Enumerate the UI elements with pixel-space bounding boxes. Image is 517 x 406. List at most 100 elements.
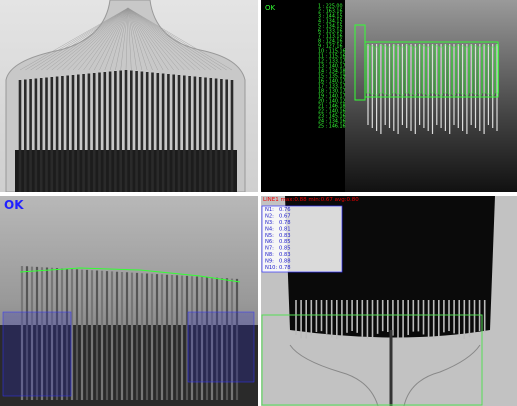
measurement: 19 : 140.17	[318, 93, 346, 99]
edge-line	[19, 267, 241, 283]
header-text: LINE1 max:0.88 min:0.67 avg:0.80	[263, 197, 359, 203]
fan-line	[125, 7, 129, 71]
xray-panel-raw	[0, 0, 258, 192]
fan-line	[127, 7, 153, 71]
tooth-box	[465, 46, 469, 96]
fan-line	[127, 7, 148, 71]
fan-line	[19, 7, 129, 71]
ratio-key: N2:	[265, 214, 274, 220]
ratio-value: 0.81	[279, 226, 291, 232]
fan-line	[127, 7, 185, 71]
fan-line	[41, 7, 129, 71]
measurement: 7 : 113.16	[318, 33, 343, 39]
tooth-box	[366, 44, 370, 94]
tooth-box	[456, 44, 461, 94]
ratio-key: N8:	[265, 252, 274, 258]
fan-line	[88, 7, 129, 71]
measurement: 9 : 127.16	[318, 43, 343, 49]
tooth-box	[443, 44, 448, 94]
measurement: 12 : 133.17	[318, 58, 346, 64]
measurement: 24 : 134.16	[318, 118, 346, 124]
ratio-value: 0.67	[279, 214, 291, 220]
tooth-box	[387, 46, 392, 96]
measurement: 22 : 140.16	[318, 108, 346, 114]
tooth-box	[417, 44, 422, 94]
ratio-key: N1:	[265, 207, 274, 213]
fan-line	[115, 7, 129, 71]
tooth-box	[478, 46, 482, 96]
tooth-box	[435, 45, 439, 95]
roi-box	[261, 314, 483, 406]
measurement: 2 : 163.16	[318, 8, 343, 14]
measurement: 23 : 145.16	[318, 113, 346, 119]
ratio-value: 0.78	[279, 265, 291, 271]
ratio-table	[261, 205, 343, 273]
label-block	[187, 311, 255, 383]
fan-line	[127, 7, 222, 71]
fan-line	[127, 7, 137, 71]
tooth-box	[396, 45, 400, 95]
fan-line	[30, 7, 129, 71]
fan-line	[127, 7, 180, 71]
ratio-value: 0.83	[279, 233, 291, 239]
fan-line	[127, 7, 169, 71]
fan-line	[127, 7, 211, 71]
tooth-box	[374, 46, 379, 96]
measurement: 1 : 225.00	[318, 3, 343, 9]
fan-line	[127, 7, 233, 71]
fan-line	[127, 7, 143, 71]
tooth-box	[486, 45, 491, 95]
measurement: 6 : 133.16	[318, 28, 343, 34]
measurement: 16 : 140.17	[318, 78, 346, 84]
tooth-box	[379, 44, 383, 94]
measurement: 15 : 135.19	[318, 73, 346, 79]
measurement: 18 : 130.17	[318, 88, 346, 94]
fan-line	[25, 7, 129, 71]
fan-line	[94, 7, 129, 71]
ratio-value: 0.76	[279, 207, 291, 213]
tooth-box	[383, 45, 387, 95]
fan-line	[51, 7, 129, 71]
tooth-box	[404, 44, 409, 94]
tooth-box	[490, 46, 495, 96]
fan-line	[127, 7, 190, 71]
tooth-box	[413, 46, 418, 96]
tooth-box	[430, 44, 435, 94]
fan-line	[127, 7, 132, 71]
measurement: 4 : 134.15	[318, 18, 343, 24]
tooth-box	[392, 44, 396, 94]
xray-panel-measure: OK 1 : 225.002 : 163.163 : 144.154 : 134…	[261, 0, 517, 192]
fan-line	[127, 7, 196, 71]
fan-line	[99, 7, 129, 71]
tooth-box	[426, 46, 430, 96]
ratio-key: N10:	[265, 265, 277, 271]
ratio-key: N5:	[265, 233, 274, 239]
fan-line	[120, 7, 129, 71]
fan-line	[104, 7, 129, 71]
xray-panel-labeled: OK	[0, 196, 258, 406]
tooth-box	[495, 44, 499, 94]
fan-line	[127, 7, 206, 71]
cell-outline	[289, 344, 481, 406]
ratio-key: N3:	[265, 220, 274, 226]
tooth-box	[452, 46, 456, 96]
measurement: 21 : 146.18	[318, 103, 346, 109]
measurement: 10 : 115.16	[318, 48, 346, 54]
xray-area	[345, 0, 517, 192]
measurement: 3 : 144.15	[318, 13, 343, 19]
xray-panel-ratio: LINE1 max:0.88 min:0.67 avg:0.80 N1: 0.76…	[261, 196, 517, 406]
status-text: OK	[4, 198, 24, 212]
measurement: 5 : 134.15	[318, 23, 343, 29]
fan-line	[35, 7, 129, 71]
tooth-box	[409, 45, 413, 95]
fan-line	[127, 7, 227, 71]
measurement: 20 : 140.12	[318, 98, 346, 104]
ratio-value: 0.83	[279, 252, 291, 258]
tooth-box	[469, 44, 473, 94]
ratio-key: N9:	[265, 258, 274, 264]
tooth-box	[439, 46, 443, 96]
fan-line	[127, 7, 201, 71]
tooth-box	[473, 45, 478, 95]
fan-line	[62, 7, 129, 71]
